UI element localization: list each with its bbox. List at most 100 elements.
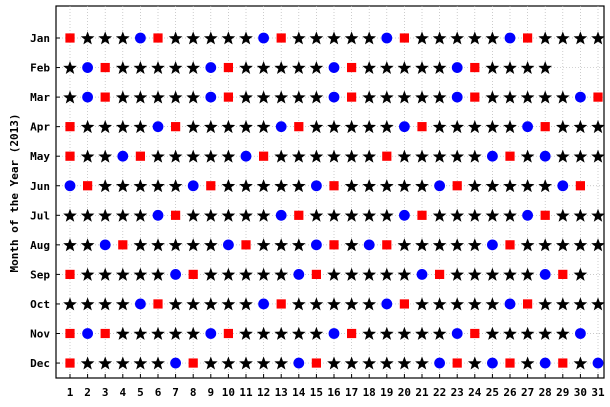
- star-marker: [133, 60, 148, 74]
- star-marker: [362, 149, 377, 163]
- x-tick-label: 1: [67, 386, 74, 399]
- star-marker: [274, 179, 289, 193]
- star-marker: [555, 90, 570, 104]
- star-marker: [98, 297, 113, 311]
- square-marker: [558, 358, 568, 368]
- star-marker: [115, 90, 130, 104]
- star-marker: [379, 356, 394, 370]
- star-marker: [63, 238, 77, 252]
- circle-marker: [311, 239, 322, 251]
- star-marker: [80, 356, 95, 370]
- star-marker: [309, 297, 324, 311]
- star-marker: [168, 90, 183, 104]
- star-marker: [520, 149, 535, 163]
- y-tick-labels: Jan Feb Mar Apr May Jun Jul Aug Sep Oct Nov Dec: [30, 32, 60, 370]
- square-marker: [223, 62, 233, 73]
- x-tick-label: 28: [539, 386, 552, 399]
- star-marker: [362, 208, 377, 222]
- circle-marker: [64, 180, 76, 192]
- x-tick-label: 4: [119, 386, 126, 399]
- square-marker: [399, 33, 409, 43]
- square-marker: [347, 62, 357, 73]
- star-marker: [203, 31, 218, 45]
- star-marker: [415, 326, 429, 340]
- star-marker: [397, 326, 412, 340]
- star-marker: [344, 267, 359, 281]
- circle-marker: [152, 121, 164, 133]
- star-marker: [309, 60, 324, 74]
- x-tick-label: 19: [380, 386, 393, 399]
- star-marker: [133, 120, 148, 134]
- circle-marker: [240, 150, 252, 162]
- star-marker: [573, 238, 588, 252]
- star-marker: [291, 90, 306, 104]
- x-tick-label: 10: [222, 386, 235, 399]
- circle-marker: [82, 62, 93, 73]
- star-marker: [503, 60, 517, 74]
- circle-marker: [82, 328, 93, 339]
- star-marker: [151, 238, 165, 252]
- star-marker: [168, 297, 183, 311]
- star-marker: [63, 297, 77, 311]
- star-marker: [467, 297, 482, 311]
- star-marker: [151, 90, 165, 104]
- square-marker: [153, 33, 163, 43]
- circle-marker: [416, 269, 428, 280]
- x-tick-label: 31: [591, 386, 605, 399]
- star-marker: [221, 179, 236, 193]
- circle-marker: [170, 357, 182, 369]
- star-marker: [327, 356, 341, 370]
- square-marker: [470, 62, 480, 73]
- square-marker: [188, 269, 198, 279]
- square-marker: [417, 122, 427, 132]
- star-marker: [186, 31, 201, 45]
- x-tick-label: 27: [521, 386, 534, 399]
- square-marker: [311, 269, 321, 279]
- star-marker: [503, 208, 517, 222]
- star-marker: [239, 120, 253, 134]
- circle-marker: [451, 91, 463, 103]
- star-marker: [63, 60, 77, 74]
- star-marker: [450, 208, 465, 222]
- star-marker: [591, 31, 605, 45]
- circle-marker: [152, 209, 164, 221]
- star-marker: [520, 60, 535, 74]
- square-marker: [100, 328, 110, 339]
- star-marker: [98, 356, 113, 370]
- star-marker: [520, 326, 535, 340]
- star-marker: [186, 60, 201, 74]
- star-marker: [344, 120, 359, 134]
- star-marker: [203, 238, 218, 252]
- star-marker: [186, 297, 201, 311]
- star-marker: [327, 149, 341, 163]
- square-marker: [505, 358, 515, 368]
- circle-marker: [399, 209, 410, 221]
- star-marker: [274, 356, 289, 370]
- y-tick-label: Nov: [30, 328, 50, 341]
- star-marker: [151, 179, 165, 193]
- circle-marker: [223, 239, 234, 251]
- star-marker: [538, 60, 553, 74]
- star-marker: [397, 356, 412, 370]
- star-marker: [239, 297, 253, 311]
- star-marker: [98, 179, 113, 193]
- square-marker: [540, 122, 550, 132]
- star-marker: [309, 120, 324, 134]
- x-tick-label: 26: [503, 386, 517, 399]
- square-marker: [153, 299, 163, 309]
- star-marker: [415, 297, 429, 311]
- star-marker: [397, 179, 412, 193]
- star-marker: [274, 90, 289, 104]
- square-marker: [276, 33, 286, 43]
- star-marker: [503, 179, 517, 193]
- square-marker: [83, 181, 93, 191]
- square-marker: [435, 269, 445, 279]
- star-marker: [221, 31, 236, 45]
- circle-marker: [451, 62, 463, 73]
- star-marker: [467, 179, 482, 193]
- square-marker: [65, 33, 75, 43]
- star-marker: [151, 149, 165, 163]
- star-marker: [362, 297, 377, 311]
- square-marker: [417, 210, 427, 220]
- star-marker: [432, 326, 447, 340]
